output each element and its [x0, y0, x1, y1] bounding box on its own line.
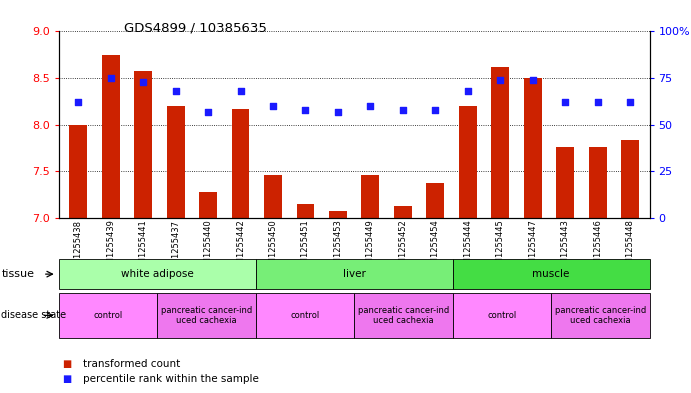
- Point: [138, 79, 149, 85]
- Point: [462, 88, 473, 94]
- Text: control: control: [487, 311, 516, 320]
- Point: [625, 99, 636, 105]
- Text: ■: ■: [62, 374, 71, 384]
- Point: [592, 99, 603, 105]
- Bar: [426, 183, 444, 218]
- Point: [365, 103, 376, 109]
- Point: [73, 99, 84, 105]
- Bar: [296, 204, 314, 218]
- Bar: [199, 192, 217, 218]
- Text: control: control: [93, 311, 122, 320]
- Bar: [102, 55, 120, 218]
- Bar: [556, 147, 574, 218]
- Point: [495, 77, 506, 83]
- Text: liver: liver: [343, 269, 366, 279]
- Text: percentile rank within the sample: percentile rank within the sample: [83, 374, 259, 384]
- Text: white adipose: white adipose: [121, 269, 193, 279]
- Bar: [589, 147, 607, 218]
- Bar: [69, 125, 87, 218]
- Point: [170, 88, 181, 94]
- Bar: [231, 109, 249, 218]
- Point: [560, 99, 571, 105]
- Point: [267, 103, 278, 109]
- Bar: [491, 67, 509, 218]
- Bar: [621, 140, 639, 218]
- Text: muscle: muscle: [532, 269, 570, 279]
- Bar: [134, 71, 152, 218]
- Bar: [264, 175, 282, 218]
- Text: control: control: [290, 311, 319, 320]
- Text: GDS4899 / 10385635: GDS4899 / 10385635: [124, 22, 267, 35]
- Bar: [361, 175, 379, 218]
- Point: [235, 88, 246, 94]
- Point: [300, 107, 311, 113]
- Point: [332, 108, 343, 115]
- Bar: [394, 206, 412, 218]
- Text: tissue: tissue: [1, 269, 35, 279]
- Bar: [459, 106, 477, 218]
- Point: [202, 108, 214, 115]
- Point: [105, 75, 116, 81]
- Text: transformed count: transformed count: [83, 358, 180, 369]
- Bar: [524, 78, 542, 218]
- Bar: [167, 106, 184, 218]
- Point: [430, 107, 441, 113]
- Text: pancreatic cancer-ind
uced cachexia: pancreatic cancer-ind uced cachexia: [358, 306, 449, 325]
- Bar: [329, 211, 347, 218]
- Text: pancreatic cancer-ind
uced cachexia: pancreatic cancer-ind uced cachexia: [555, 306, 646, 325]
- Point: [527, 77, 538, 83]
- Text: ■: ■: [62, 358, 71, 369]
- Text: disease state: disease state: [1, 310, 66, 320]
- Text: pancreatic cancer-ind
uced cachexia: pancreatic cancer-ind uced cachexia: [161, 306, 252, 325]
- Point: [397, 107, 408, 113]
